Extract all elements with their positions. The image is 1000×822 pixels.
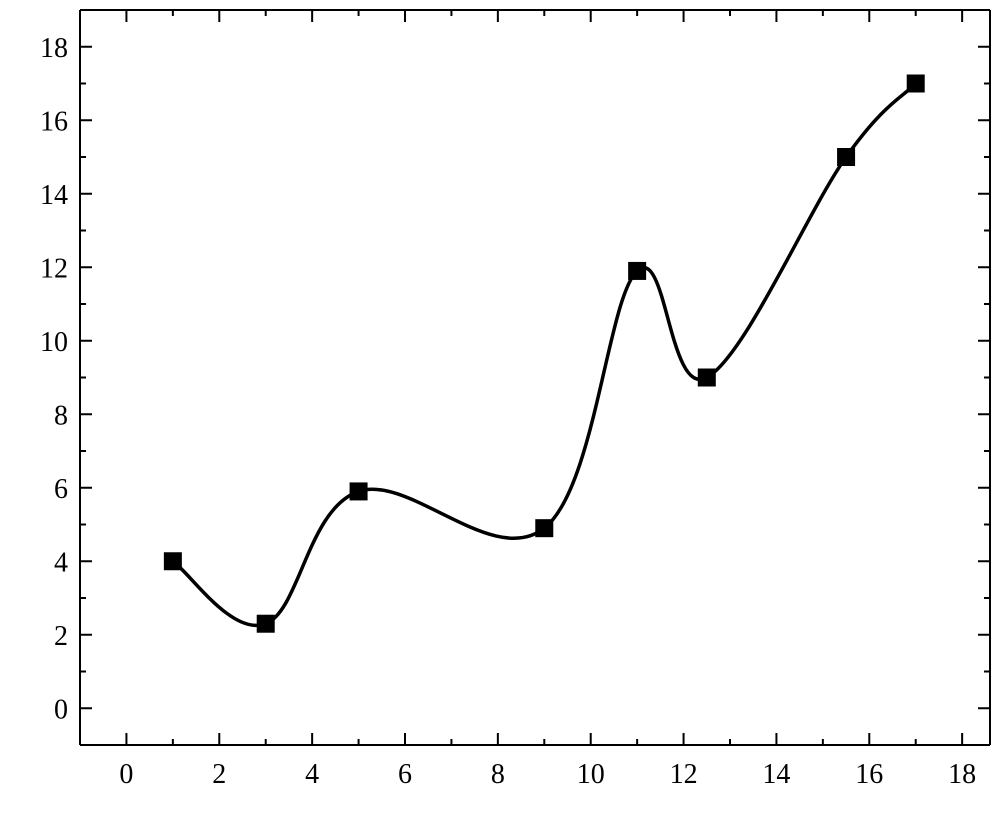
data-point [350,482,368,500]
data-point [837,148,855,166]
y-tick-label: 6 [54,474,68,505]
y-tick-label: 16 [40,106,68,137]
y-tick-label: 2 [54,621,68,652]
y-tick-label: 12 [40,253,68,284]
y-tick-label: 14 [40,180,68,211]
data-point [907,75,925,93]
x-tick-label: 6 [398,759,412,790]
x-tick-label: 12 [670,759,698,790]
x-tick-label: 2 [212,759,226,790]
y-tick-label: 8 [54,400,68,431]
x-tick-label: 4 [305,759,319,790]
data-point [164,552,182,570]
chart-svg: 0 2 4 6 8 10 12 14 16 18 0 2 4 6 8 10 12 14 16 18 [0,0,1000,822]
y-tick-label: 4 [54,547,68,578]
y-tick-label: 18 [40,33,68,64]
data-point [257,615,275,633]
data-point [698,369,716,387]
x-tick-label: 8 [491,759,505,790]
x-tick-label: 10 [577,759,605,790]
y-tick-label: 10 [40,327,68,358]
x-tick-label: 14 [762,759,790,790]
line-chart: 0 2 4 6 8 10 12 14 16 18 0 2 4 6 8 10 12 14 16 18 [0,0,1000,822]
series-line [173,84,916,626]
x-tick-label: 0 [119,759,133,790]
x-tick-label: 18 [948,759,976,790]
data-point [628,262,646,280]
data-point [535,519,553,537]
x-tick-label: 16 [855,759,883,790]
y-tick-label: 0 [54,694,68,725]
